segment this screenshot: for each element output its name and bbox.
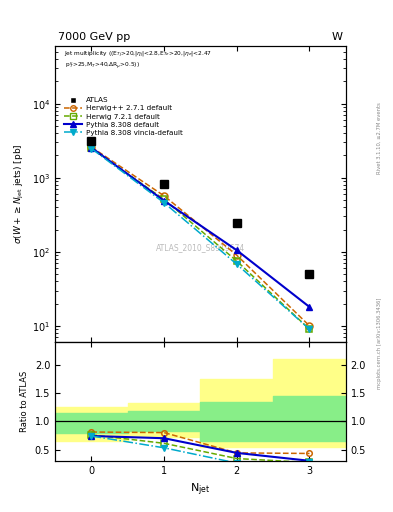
Text: 7000 GeV pp: 7000 GeV pp: [58, 32, 130, 41]
Text: Rivet 3.1.10, ≥2.7M events: Rivet 3.1.10, ≥2.7M events: [377, 102, 382, 174]
Y-axis label: Ratio to ATLAS: Ratio to ATLAS: [20, 371, 29, 432]
Legend: ATLAS, Herwig++ 2.7.1 default, Herwig 7.2.1 default, Pythia 8.308 default, Pythi: ATLAS, Herwig++ 2.7.1 default, Herwig 7.…: [62, 94, 186, 139]
X-axis label: N$_{\rm jet}$: N$_{\rm jet}$: [190, 481, 211, 498]
Text: mcplots.cern.ch [arXiv:1306.3436]: mcplots.cern.ch [arXiv:1306.3436]: [377, 297, 382, 389]
Y-axis label: $\sigma(W + \geq N_{\rm jet}\ {\rm jets})\ [{\rm pb}]$: $\sigma(W + \geq N_{\rm jet}\ {\rm jets}…: [13, 144, 26, 245]
Text: W: W: [332, 32, 343, 41]
Text: Jet multiplicity ((E$_{Tj}$>20,|$\eta_j$|<2.8,E$_{Te}$>20,|$\eta_e$|<2.47
 p$_T^: Jet multiplicity ((E$_{Tj}$>20,|$\eta_j$…: [64, 49, 212, 71]
Text: ATLAS_2010_S8919674: ATLAS_2010_S8919674: [156, 243, 245, 252]
